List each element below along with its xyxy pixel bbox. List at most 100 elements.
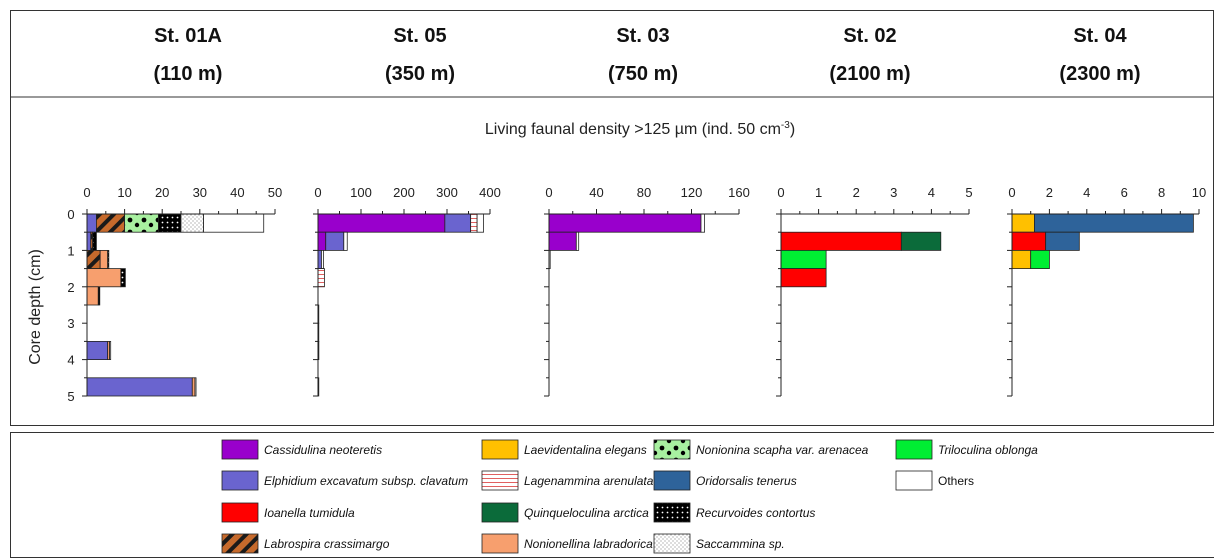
- st-03-x-tick-label: 0: [545, 185, 552, 200]
- st-03-x-tick-label: 120: [681, 185, 703, 200]
- st-01a-bar-labr-2: [86, 249, 101, 269]
- st-03-bar-oth-1: [575, 231, 580, 251]
- st-03-depth-label: (750 m): [608, 63, 678, 85]
- legend-label: Laevidentalina elegans: [524, 443, 647, 457]
- st-01a-bar-oth-6: [194, 377, 197, 397]
- st-05-panel: 0 100 200 300 400: [313, 185, 501, 397]
- legend-swatch: [481, 502, 519, 523]
- legend-item-nonionellina-labradorica: Nonionellina labradorica: [481, 533, 653, 554]
- y-tick-label: 4: [67, 353, 74, 368]
- st-04-bar-tril-2: [1030, 249, 1050, 269]
- legend-label: Others: [938, 474, 974, 488]
- st-05-bar-lage-3: [317, 268, 325, 288]
- st-05-x-tick-label: 300: [436, 185, 458, 200]
- legend-swatch: [895, 470, 933, 491]
- st-05-bar-oth-0: [476, 213, 484, 233]
- st-05-x-tick-label: 400: [479, 185, 501, 200]
- st-01a-bar-nonl-3: [86, 268, 122, 288]
- legend-swatch: [481, 533, 519, 554]
- st-01a-bar-elph-1: [86, 231, 92, 251]
- legend-item-saccammina-sp: Saccammina sp.: [653, 533, 785, 554]
- legend-label: Quinqueloculina arctica: [524, 506, 649, 520]
- st-05-bar-cass-0: [317, 213, 446, 233]
- st-03-x-tick-label: 160: [728, 185, 750, 200]
- st-05-bar-lage-0: [470, 213, 478, 233]
- legend-item-elphidium-excavatum-subsp-clavatum: Elphidium excavatum subsp. clavatum: [221, 470, 468, 491]
- st-01a-panel: 0 10 20 30 40 50 0 1 2 3 4 5: [67, 185, 282, 404]
- st-02-x-tick-label: 1: [815, 185, 822, 200]
- legend-swatch: [895, 439, 933, 460]
- st-04-panel: 0 2 4 6 8 10: [1007, 185, 1206, 397]
- st-05-x-tick-label: 0: [314, 185, 321, 200]
- st-01a-bar-sacc-0: [180, 213, 204, 233]
- st-01a-x-tick-label: 50: [268, 185, 282, 200]
- legend-swatch: [221, 533, 259, 554]
- st-02-bar-tril-1: [780, 249, 827, 269]
- st-02-depth-label: (2100 m): [829, 63, 910, 85]
- st-05-depth-label: (350 m): [385, 63, 455, 85]
- legend-label: Oridorsalis tenerus: [696, 474, 797, 488]
- st-01a-bar-recu-1: [92, 231, 97, 251]
- legend-swatch: [221, 502, 259, 523]
- st-04-x-tick-label: 2: [1046, 185, 1053, 200]
- st-01a-bar-nonl-2: [99, 249, 109, 269]
- legend-swatch: [653, 533, 691, 554]
- y-tick-label: 3: [67, 316, 74, 331]
- legend-swatch: [653, 439, 691, 460]
- legend-label: Lagenammina arenulata: [524, 474, 654, 488]
- st-05-x-tick-label: 100: [350, 185, 372, 200]
- st-01a-bar-oth-0: [203, 213, 265, 233]
- st-01a-title: St. 01A: [154, 25, 222, 47]
- st-04-x-tick-label: 8: [1158, 185, 1165, 200]
- legend-item-oridorsalis-tenerus: Oridorsalis tenerus: [653, 470, 797, 491]
- st-01a-x-tick-label: 0: [83, 185, 90, 200]
- st-01a-bar-recu-0: [158, 213, 182, 233]
- legend-item-nonionina-scapha-var-arenacea: Nonionina scapha var. arenacea: [653, 439, 869, 460]
- st-02-x-tick-label: 4: [928, 185, 935, 200]
- legend-label: Recurvoides contortus: [696, 506, 815, 520]
- st-03-title: St. 03: [616, 25, 669, 47]
- y-tick-label: 0: [67, 207, 74, 222]
- st-03-panel: 0 40 80 120 160: [544, 185, 750, 397]
- st-01a-bar-elph-5: [86, 340, 109, 360]
- legend-item-triloculina-oblonga: Triloculina oblonga: [895, 439, 1038, 460]
- st-04-x-tick-label: 0: [1008, 185, 1015, 200]
- st-03-x-tick-label: 80: [637, 185, 651, 200]
- st-02-title: St. 02: [843, 25, 896, 47]
- st-05-bar-cass-1: [317, 231, 327, 251]
- legend-swatch: [481, 439, 519, 460]
- legend-item-others: Others: [895, 470, 974, 491]
- st-02-x-tick-label: 3: [890, 185, 897, 200]
- y-tick-label: 5: [67, 389, 74, 404]
- st-01a-bar-recu-3: [120, 268, 126, 288]
- st-04-bar-laev-0: [1011, 213, 1035, 233]
- st-05-bar-elph-2: [317, 249, 322, 269]
- legend-item-cassidulina-neoteretis: Cassidulina neoteretis: [221, 439, 382, 460]
- st-02-x-tick-label: 0: [777, 185, 784, 200]
- st-01a-x-tick-label: 30: [193, 185, 207, 200]
- st-02-panel: 0 1 2 3 4 5: [776, 185, 973, 397]
- st-01a-bar-oth-5: [109, 340, 112, 360]
- legend-swatch: [481, 470, 519, 491]
- st-01a-depth-label: (110 m): [154, 63, 223, 85]
- legend-label: Saccammina sp.: [696, 537, 785, 551]
- st-01a-x-tick-label: 40: [230, 185, 244, 200]
- st-03-x-tick-label: 40: [589, 185, 603, 200]
- st-03-bar-cass-0: [548, 213, 702, 233]
- st-02-x-tick-label: 5: [965, 185, 972, 200]
- legend-item-ioanella-tumidula: Ioanella tumidula: [221, 502, 355, 523]
- st-04-bar-orid-0: [1034, 213, 1194, 233]
- st-01a-x-tick-label: 20: [155, 185, 169, 200]
- legend-item-recurvoides-contortus: Recurvoides contortus: [653, 502, 815, 523]
- st-02-bar-quin-0: [900, 231, 942, 251]
- legend-label: Nonionina scapha var. arenacea: [696, 443, 869, 457]
- legend-swatch: [653, 470, 691, 491]
- legend-label: Nonionellina labradorica: [524, 537, 653, 551]
- st-05-bar-elph-0: [444, 213, 472, 233]
- st-04-bar-ioan-1: [1011, 231, 1047, 251]
- st-01a-x-tick-label: 10: [117, 185, 131, 200]
- legend-label: Labrospira crassimargo: [264, 537, 390, 551]
- legend-swatch: [221, 439, 259, 460]
- st-04-x-tick-label: 4: [1083, 185, 1090, 200]
